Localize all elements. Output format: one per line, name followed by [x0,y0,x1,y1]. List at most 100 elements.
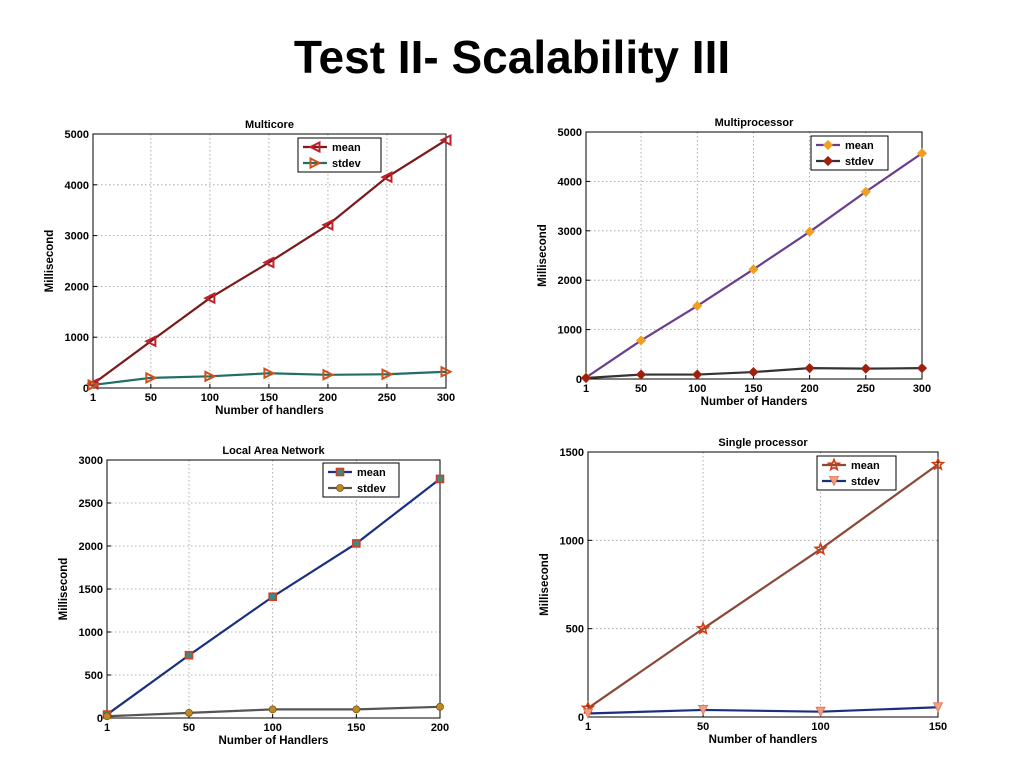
data-point-mean [435,474,445,484]
data-point-stdev [87,378,100,392]
x-axis-label: Number of Handlers [219,735,329,747]
legend-box [322,462,400,498]
x-tick-label: 250 [857,383,875,395]
data-point-mean [144,335,157,348]
y-tick-label: 1000 [560,535,584,547]
y-tick-label: 4000 [558,176,582,188]
legend-label-mean: mean [851,460,880,472]
data-point-stdev [804,363,815,374]
data-point-mean [692,300,703,311]
y-tick-label: 5000 [558,127,582,139]
x-tick-label: 1 [104,722,110,734]
data-point-stdev [860,363,871,374]
data-point-mean [439,133,452,147]
y-tick-label: 1500 [79,584,103,596]
legend-label-mean: mean [332,142,361,154]
legend-label-mean: mean [357,467,386,479]
legend-marker-mean [826,457,842,472]
y-tick-label: 4000 [65,180,89,192]
data-point-mean [380,171,393,184]
x-tick-label: 50 [183,722,195,734]
page-title: Test II- Scalability III [293,31,731,83]
legend-box [810,135,889,171]
data-point-stdev [268,705,277,714]
x-tick-label: 100 [811,721,829,733]
legend-box [816,455,897,491]
legend-marker-stdev [828,476,840,487]
y-tick-label: 1000 [79,627,103,639]
series-line-stdev [587,706,939,715]
chart-title: Local Area Network [222,445,325,457]
data-point-stdev [263,367,276,380]
data-point-mean [352,539,361,548]
chart-title: Multiprocessor [715,117,795,129]
y-tick-label: 1000 [65,332,89,344]
data-point-mean [695,620,711,635]
data-point-mean [635,335,647,346]
x-tick-label: 150 [744,383,762,395]
y-tick-label: 2000 [79,541,103,553]
y-tick-label: 5000 [65,129,89,141]
legend-marker-stdev [336,484,344,492]
data-point-stdev [381,368,394,381]
legend-marker-stdev [822,155,834,167]
x-tick-label: 200 [800,383,818,395]
data-point-stdev [580,372,592,384]
chart-multiprocessor: 1 50 100 150 200 250 300010002000300040005000M… [537,117,931,408]
x-axis-label: Number of Handers [701,396,808,408]
y-tick-label: 0 [578,712,584,724]
data-point-mean [930,456,946,471]
data-point-mean [321,218,334,232]
x-tick-label: 300 [437,392,455,404]
y-tick-label: 500 [85,670,103,682]
data-point-stdev [440,365,453,378]
y-tick-label: 0 [97,713,103,725]
data-point-stdev [932,702,944,713]
plot-frame [585,131,923,380]
x-tick-label: 100 [688,383,706,395]
data-point-stdev [145,371,158,384]
y-axis-label: Millisecond [537,224,549,287]
data-point-stdev [916,363,928,374]
x-tick-label: 300 [913,383,931,395]
data-point-stdev [204,370,217,383]
y-tick-label: 2000 [558,275,582,287]
y-tick-label: 3000 [79,455,103,467]
data-point-mean [268,592,277,602]
data-point-stdev [635,369,647,380]
data-point-mean [916,148,928,159]
data-point-stdev [103,712,111,721]
x-tick-label: 50 [145,392,157,404]
legend: mean stdev [322,462,400,498]
legend: mean stdev [297,137,382,173]
x-tick-label: 50 [697,721,709,733]
series-line-mean [92,139,447,385]
data-point-mean [860,186,871,197]
chart-title: Single processor [718,437,808,449]
y-tick-label: 500 [566,624,584,636]
data-point-mean [748,264,759,275]
data-point-stdev [692,369,703,380]
data-point-stdev [697,705,709,716]
legend-marker-mean [335,467,345,477]
x-tick-label: 100 [263,722,281,734]
plot-frame [587,451,939,718]
x-tick-label: 50 [635,383,647,395]
y-tick-label: 2500 [79,498,103,510]
x-tick-label: 150 [260,392,278,404]
y-axis-label: Millisecond [44,230,56,293]
x-tick-label: 200 [431,722,449,734]
data-point-mean [184,650,194,660]
y-tick-label: 1000 [558,325,582,337]
legend-label-mean: mean [845,140,874,152]
data-point-stdev [582,708,594,719]
legend-marker-stdev [309,156,322,170]
data-point-stdev [322,368,335,381]
data-point-stdev [436,702,444,711]
y-axis-label: Millisecond [58,558,70,621]
legend-label-stdev: stdev [357,483,387,495]
y-tick-label: 1500 [560,447,584,459]
legend-label-stdev: stdev [332,158,362,170]
x-tick-label: 150 [929,721,947,733]
